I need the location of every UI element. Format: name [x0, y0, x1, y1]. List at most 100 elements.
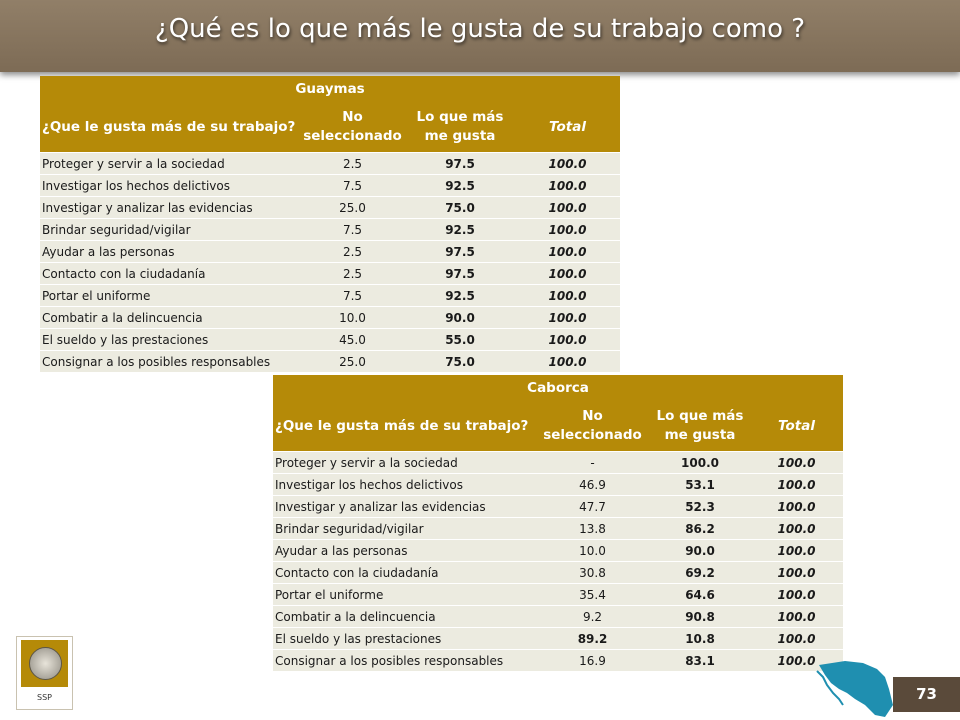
sonora-map-icon	[816, 661, 893, 717]
table-row: Consignar a los posibles responsables 16.…	[273, 649, 844, 671]
value-not-selected: 10.0	[535, 539, 650, 562]
row-label: El sueldo y las prestaciones	[40, 328, 300, 351]
value-likes-most: 100.0	[650, 451, 750, 474]
page-title: ¿Qué es lo que más le gusta de su trabaj…	[154, 14, 806, 44]
row-label: Portar el uniforme	[40, 284, 300, 307]
value-not-selected: 2.5	[300, 152, 405, 175]
value-not-selected: 7.5	[300, 218, 405, 241]
value-likes-most: 97.5	[405, 152, 515, 175]
table-row: Consignar a los posibles responsables 25.…	[40, 350, 621, 372]
value-not-selected: 10.0	[300, 306, 405, 329]
value-likes-most: 75.0	[405, 350, 515, 372]
value-not-selected: 47.7	[535, 495, 650, 518]
value-likes-most: 90.8	[650, 605, 750, 628]
value-not-selected: -	[535, 451, 650, 474]
value-likes-most: 97.5	[405, 262, 515, 285]
logo-label: SSP	[37, 693, 52, 702]
value-likes-most: 92.5	[405, 284, 515, 307]
value-not-selected: 7.5	[300, 174, 405, 197]
value-likes-most: 69.2	[650, 561, 750, 584]
row-label: El sueldo y las prestaciones	[273, 627, 535, 650]
table-row: Investigar los hechos delictivos 7.5 92.5 1…	[40, 174, 621, 197]
value-not-selected: 25.0	[300, 196, 405, 219]
value-total: 100.0	[515, 284, 621, 307]
seal-icon	[21, 640, 68, 687]
row-label: Consignar a los posibles responsables	[273, 649, 535, 671]
value-total: 100.0	[750, 495, 844, 518]
col-header-likes-most: Lo que más me gusta	[650, 401, 750, 452]
table-row: Brindar seguridad/vigilar 13.8 86.2 100.0	[273, 517, 844, 540]
row-label: Investigar los hechos delictivos	[40, 174, 300, 197]
value-likes-most: 92.5	[405, 218, 515, 241]
value-likes-most: 90.0	[405, 306, 515, 329]
value-total: 100.0	[515, 328, 621, 351]
value-total: 100.0	[515, 306, 621, 329]
row-label: Contacto con la ciudadanía	[40, 262, 300, 285]
table-row: Portar el uniforme 35.4 64.6 100.0	[273, 583, 844, 606]
col-header-not-selected: No seleccionado	[300, 102, 405, 153]
value-not-selected: 9.2	[535, 605, 650, 628]
value-likes-most: 75.0	[405, 196, 515, 219]
row-label: Combatir a la delincuencia	[273, 605, 535, 628]
value-not-selected: 7.5	[300, 284, 405, 307]
value-likes-most: 83.1	[650, 649, 750, 671]
row-label: Consignar a los posibles responsables	[40, 350, 300, 372]
table-row: Ayudar a las personas 2.5 97.5 100.0	[40, 240, 621, 263]
row-label: Proteger y servir a la sociedad	[273, 451, 535, 474]
row-label: Ayudar a las personas	[273, 539, 535, 562]
row-label: Investigar y analizar las evidencias	[273, 495, 535, 518]
ssp-logo: SSP	[16, 636, 73, 710]
table-row: Investigar y analizar las evidencias 25.0…	[40, 196, 621, 219]
row-label: Contacto con la ciudadanía	[273, 561, 535, 584]
value-not-selected: 25.0	[300, 350, 405, 372]
col-header-not-selected: No seleccionado	[535, 401, 650, 452]
value-not-selected: 30.8	[535, 561, 650, 584]
table-row: Investigar los hechos delictivos 46.9 53.1…	[273, 473, 844, 496]
caborca-table: Caborca ¿Que le gusta más de su trabajo?…	[273, 375, 844, 671]
value-likes-most: 53.1	[650, 473, 750, 496]
row-label: Portar el uniforme	[273, 583, 535, 606]
value-not-selected: 16.9	[535, 649, 650, 671]
value-likes-most: 92.5	[405, 174, 515, 197]
col-header-total: Total	[750, 401, 844, 452]
table-row: Proteger y servir a la sociedad 2.5 97.5 10…	[40, 152, 621, 175]
col-header-question: ¿Que le gusta más de su trabajo?	[273, 401, 535, 452]
table-place-title: Caborca	[273, 375, 844, 401]
value-total: 100.0	[750, 517, 844, 540]
value-not-selected: 89.2	[535, 627, 650, 650]
table-row: Proteger y servir a la sociedad -100.0 100…	[273, 451, 844, 474]
row-label: Investigar y analizar las evidencias	[40, 196, 300, 219]
value-total: 100.0	[515, 240, 621, 263]
col-header-total: Total	[515, 102, 621, 153]
row-label: Brindar seguridad/vigilar	[40, 218, 300, 241]
value-not-selected: 2.5	[300, 240, 405, 263]
value-total: 100.0	[750, 451, 844, 474]
value-likes-most: 10.8	[650, 627, 750, 650]
value-total: 100.0	[515, 152, 621, 175]
table-row: Portar el uniforme 7.5 92.5 100.0	[40, 284, 621, 307]
row-label: Ayudar a las personas	[40, 240, 300, 263]
table-row: El sueldo y las prestaciones 89.2 10.8 100.…	[273, 627, 844, 650]
guaymas-table: Guaymas ¿Que le gusta más de su trabajo?…	[40, 76, 621, 372]
value-total: 100.0	[750, 605, 844, 628]
value-total: 100.0	[750, 473, 844, 496]
value-total: 100.0	[750, 539, 844, 562]
value-likes-most: 97.5	[405, 240, 515, 263]
row-label: Investigar los hechos delictivos	[273, 473, 535, 496]
row-label: Combatir a la delincuencia	[40, 306, 300, 329]
table-place-title: Guaymas	[40, 76, 621, 102]
value-total: 100.0	[750, 583, 844, 606]
table-row: Contacto con la ciudadanía 30.8 69.2 100.0	[273, 561, 844, 584]
table-row: Contacto con la ciudadanía 2.5 97.5 100.0	[40, 262, 621, 285]
value-total: 100.0	[750, 627, 844, 650]
value-total: 100.0	[750, 561, 844, 584]
table-row: Investigar y analizar las evidencias 47.7…	[273, 495, 844, 518]
value-total: 100.0	[515, 350, 621, 372]
value-not-selected: 2.5	[300, 262, 405, 285]
value-not-selected: 35.4	[535, 583, 650, 606]
page-number: 73	[893, 677, 960, 712]
table-row: Combatir a la delincuencia 9.2 90.8 100.0	[273, 605, 844, 628]
value-not-selected: 45.0	[300, 328, 405, 351]
table-row: Combatir a la delincuencia 10.0 90.0 100.0	[40, 306, 621, 329]
col-header-question: ¿Que le gusta más de su trabajo?	[40, 102, 300, 153]
